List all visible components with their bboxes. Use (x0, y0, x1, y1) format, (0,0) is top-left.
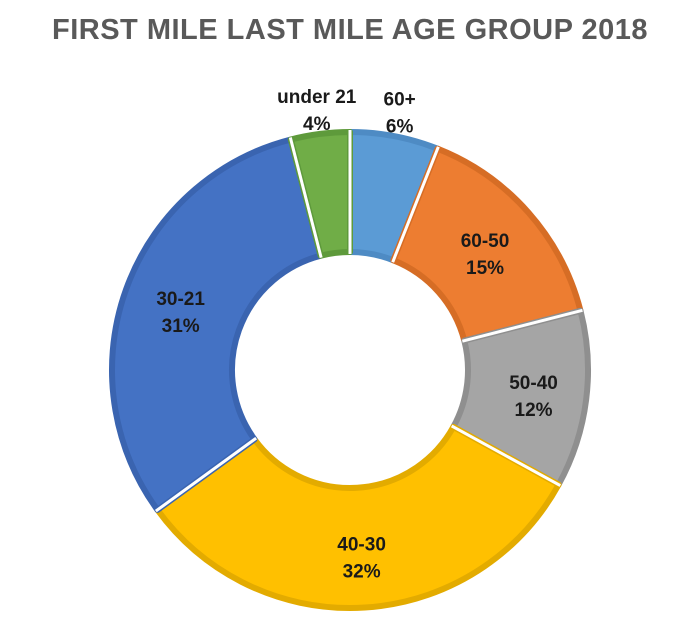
slice-border-30-21 (109, 136, 324, 513)
data-label-50-40: 50-40 12% (509, 373, 558, 421)
slice-border-40-30 (154, 423, 562, 611)
data-label-60-50: 60-50 15% (461, 231, 510, 279)
chart-title: FIRST MILE LAST MILE AGE GROUP 2018 (52, 14, 648, 46)
slice-separator (461, 308, 583, 343)
slice-border-60-50 (390, 145, 584, 344)
data-label-60-: 60+ 6% (384, 90, 416, 138)
slice-separator (450, 424, 562, 487)
slice-30-21 (110, 137, 323, 512)
data-label-30-21: 30-21 31% (156, 289, 205, 337)
slices-group (109, 129, 591, 611)
labels-group: 60+ 6% 60-50 15% 50-40 12% 40-30 32% 30-21 31% und… (156, 87, 558, 583)
slice-separator (288, 137, 323, 259)
slice-separator (391, 146, 440, 263)
data-label-40-30: 40-30 32% (337, 535, 386, 583)
data-label-under-21: under 21 4% (277, 87, 357, 135)
slice-separator (154, 436, 258, 513)
